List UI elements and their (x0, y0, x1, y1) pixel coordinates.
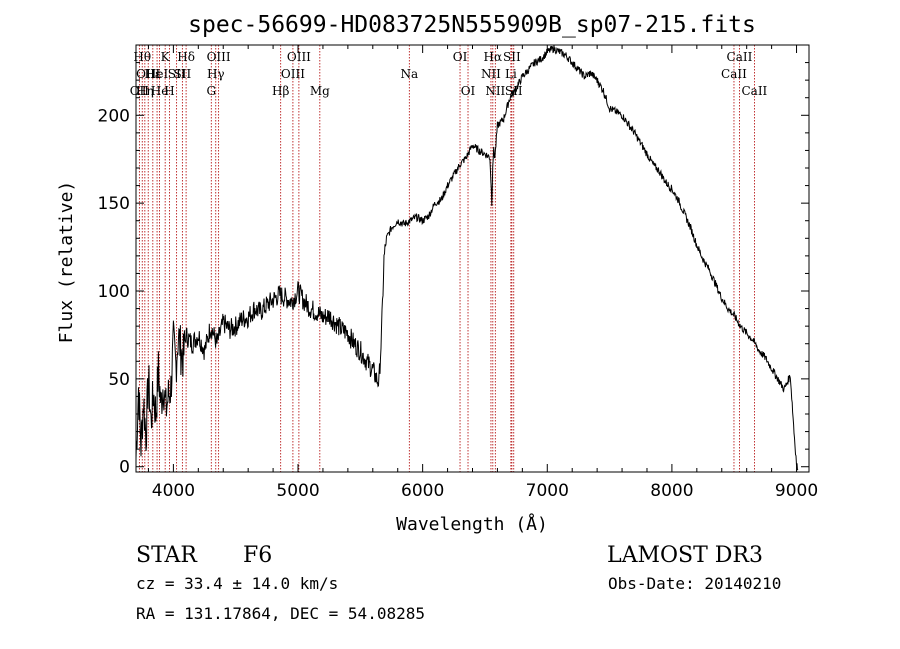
spectral-line-label: Hθ (133, 50, 151, 64)
y-axis-ticks: 0 50 100 150 200 (98, 62, 809, 478)
spectral-line-label: NII (485, 84, 505, 98)
spectral-line-label: Hδ (177, 50, 195, 64)
plot-frame (135, 44, 810, 473)
object-class: STAR (136, 543, 198, 568)
spectral-line-label: H (164, 84, 174, 98)
spectral-line-label: OIII (207, 50, 231, 64)
spectral-line-label: CaII (741, 84, 767, 98)
spectral-line-label: CaII (721, 67, 747, 81)
x-tick-label: 9000 (775, 481, 818, 501)
spectral-line-label: K (161, 50, 171, 64)
y-tick-label: 200 (98, 106, 130, 126)
y-axis-label: Flux (relative) (56, 181, 77, 344)
spectral-line-label: SII (174, 67, 192, 81)
spectral-line-label: Na (400, 67, 418, 81)
spectral-line-label: SII (168, 67, 186, 81)
spectral-line-label: OIII (136, 67, 160, 81)
y-tick-label: 150 (98, 194, 130, 214)
spectral-line-label: Hη (136, 84, 154, 98)
spectral-line-label: NII (481, 67, 501, 81)
x-axis-ticks: 4000 5000 6000 7000 8000 9000 (147, 45, 818, 501)
spectral-line-label: OI (453, 50, 468, 64)
y-tick-label: 50 (108, 370, 130, 390)
x-tick-label: 6000 (401, 481, 444, 501)
spectral-line-label: OI (461, 84, 476, 98)
observation-date: Obs-Date: 20140210 (608, 574, 781, 593)
spectral-line-label: CaII (727, 50, 753, 64)
chart-title: spec-56699-HD083725N555909B_sp07-215.fit… (188, 12, 756, 38)
spectral-line-label: Hβ (272, 84, 289, 98)
spectral-line-label: G (206, 84, 216, 98)
x-tick-label: 5000 (276, 481, 319, 501)
y-tick-label: 100 (98, 282, 130, 302)
spectral-line-label: Hγ (207, 67, 225, 81)
x-tick-label: 4000 (152, 481, 195, 501)
ra-dec-coordinates: RA = 131.17864, DEC = 54.08285 (136, 604, 425, 623)
spectral-line-label: OIII (287, 50, 311, 64)
spectrum-line (135, 45, 799, 471)
x-tick-label: 7000 (526, 481, 569, 501)
spectral-line-label: Hε (144, 67, 161, 81)
x-axis-label: Wavelength (Å) (396, 513, 548, 535)
spectral-line-label: Hα (484, 50, 503, 64)
survey-name: LAMOST DR3 (607, 543, 763, 568)
spectral-line-labels: OIIHθHηOIIIHεHeIHeKHSIISIIHδGHγOIIIHβOII… (130, 50, 768, 98)
spectral-line-label: SII (503, 50, 521, 64)
spectral-line-label: HeI (146, 67, 169, 81)
y-tick-label: 0 (119, 458, 130, 478)
spectral-line-label: Li (505, 67, 517, 81)
x-tick-label: 8000 (650, 481, 693, 501)
redshift-velocity: cz = 33.4 ± 14.0 km/s (136, 574, 338, 593)
spectral-line-label: He (151, 84, 169, 98)
spectral-line-label: OII (130, 84, 150, 98)
spectral-line-label: OIII (281, 67, 305, 81)
spectral-line-markers (138, 45, 755, 472)
object-subclass: F6 (243, 543, 272, 568)
spectral-line-label: Mg (310, 84, 330, 98)
